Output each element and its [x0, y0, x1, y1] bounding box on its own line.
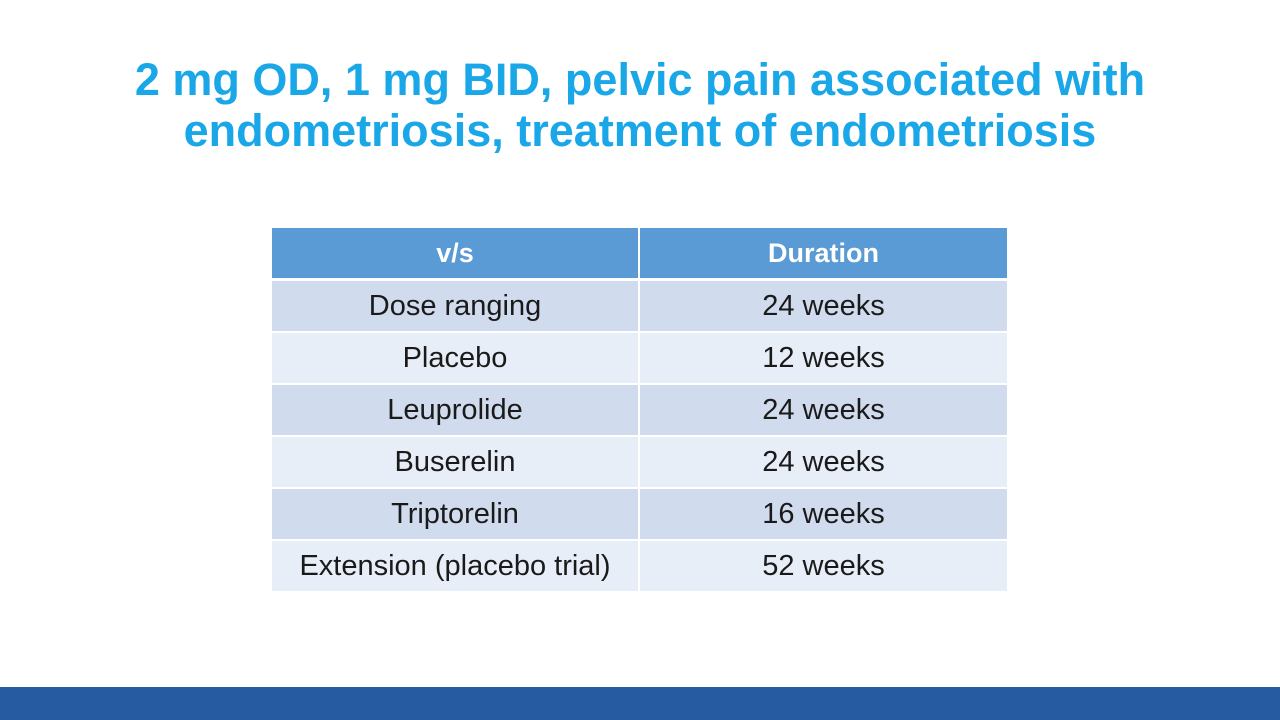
cell-duration: 24 weeks	[639, 279, 1007, 333]
slide-title-line-2: endometriosis, treatment of endometriosi…	[183, 105, 1097, 156]
table-row: Extension (placebo trial) 52 weeks	[272, 540, 1007, 591]
cell-duration: 24 weeks	[639, 436, 1007, 489]
cell-comparator: Extension (placebo trial)	[272, 540, 640, 591]
cell-duration: 52 weeks	[639, 540, 1007, 591]
slide-title-line-1: 2 mg OD, 1 mg BID, pelvic pain associate…	[134, 54, 1146, 105]
cell-duration: 12 weeks	[639, 332, 1007, 385]
column-header-duration: Duration	[639, 228, 1007, 281]
comparison-table: v/s Duration Dose ranging 24 weeks Place…	[272, 228, 1007, 591]
table-row: Dose ranging 24 weeks	[272, 279, 1007, 333]
footer-bar	[0, 687, 1280, 720]
table-row: Placebo 12 weeks	[272, 332, 1007, 385]
cell-duration: 16 weeks	[639, 488, 1007, 541]
table-row: Triptorelin 16 weeks	[272, 488, 1007, 541]
table-row: Leuprolide 24 weeks	[272, 384, 1007, 437]
table-row: Buserelin 24 weeks	[272, 436, 1007, 489]
cell-comparator: Placebo	[272, 332, 640, 385]
cell-comparator: Leuprolide	[272, 384, 640, 437]
cell-comparator: Dose ranging	[272, 279, 640, 333]
column-header-comparator: v/s	[272, 228, 640, 281]
cell-comparator: Buserelin	[272, 436, 640, 489]
cell-comparator: Triptorelin	[272, 488, 640, 541]
table-header-row: v/s Duration	[272, 228, 1007, 281]
cell-duration: 24 weeks	[639, 384, 1007, 437]
slide-title: 2 mg OD, 1 mg BID, pelvic pain associate…	[60, 54, 1220, 156]
